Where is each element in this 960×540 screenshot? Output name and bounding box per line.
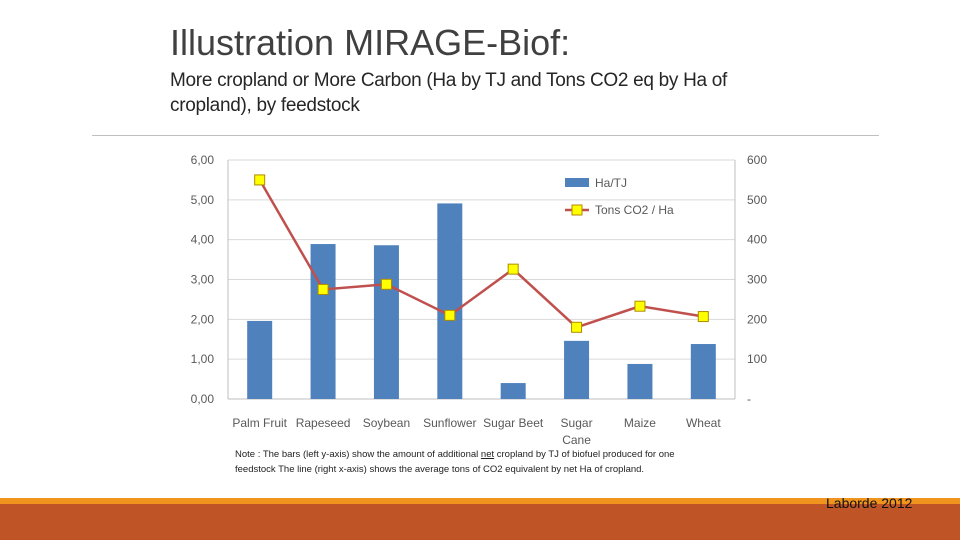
bar-ha-tj — [500, 383, 526, 399]
right-axis-tick-label: - — [747, 392, 751, 406]
line-point-marker — [380, 278, 392, 290]
bar-ha-tj — [437, 203, 463, 399]
line-point-marker — [507, 263, 519, 275]
attribution: Laborde 2012 — [826, 495, 913, 511]
legend-marker-swatch — [571, 204, 583, 216]
left-axis-tick-label: 5,00 — [191, 193, 215, 207]
category-label: Maize — [624, 416, 656, 430]
bar-ha-tj — [627, 363, 653, 399]
category-label: Soybean — [363, 416, 410, 430]
right-axis-tick-label: 600 — [747, 153, 767, 167]
note-text-end: cropland by TJ of biofuel produced for o… — [235, 449, 675, 475]
category-label: Sugar Beet — [483, 416, 544, 430]
footer-accent-bar — [0, 498, 960, 504]
category-label: Palm Fruit — [232, 416, 287, 430]
category-label: Sunflower — [423, 416, 476, 430]
line-point-marker — [571, 321, 583, 333]
line-point-marker — [317, 283, 329, 295]
bar-ha-tj — [310, 244, 336, 399]
bar-ha-tj — [690, 344, 716, 399]
line-point-marker — [254, 174, 266, 186]
category-label: Cane — [562, 433, 591, 447]
line-point-marker — [634, 300, 646, 312]
title-divider — [92, 135, 879, 136]
category-label: Rapeseed — [296, 416, 351, 430]
right-axis-tick-label: 500 — [747, 193, 767, 207]
right-axis-tick-label: 400 — [747, 233, 767, 247]
bar-ha-tj — [247, 320, 273, 399]
right-axis-tick-label: 300 — [747, 273, 767, 287]
note-underlined-word: net — [480, 449, 495, 460]
legend-bar-swatch — [565, 178, 589, 187]
left-axis-tick-label: 6,00 — [191, 153, 215, 167]
left-axis-tick-label: 1,00 — [191, 352, 215, 366]
chart-note: Note : The bars (left y-axis) show the a… — [235, 448, 715, 477]
line-point-marker — [444, 309, 456, 321]
line-point-marker — [697, 311, 709, 323]
slide-title: Illustration MIRAGE-Biof: — [170, 22, 571, 63]
legend-label-ha-tj: Ha/TJ — [595, 176, 627, 190]
left-axis-tick-label: 3,00 — [191, 273, 215, 287]
right-axis-tick-label: 100 — [747, 352, 767, 366]
note-text-start: Note : The bars (left y-axis) show the a… — [235, 449, 481, 460]
bar-ha-tj — [564, 340, 590, 399]
feedstock-chart: 0,00 - 1,00 100 2,00 200 3,00 300 4,00 400 5,00 500… — [191, 153, 768, 447]
bar-ha-tj — [373, 245, 399, 399]
footer-band — [0, 504, 960, 540]
right-axis-tick-label: 200 — [747, 312, 767, 326]
legend-label-tons-co2: Tons CO2 / Ha — [595, 203, 674, 217]
slide-subtitle: More cropland or More Carbon (Ha by TJ a… — [170, 70, 728, 116]
left-axis-tick-label: 4,00 — [191, 233, 215, 247]
left-axis-tick-label: 0,00 — [191, 392, 215, 406]
line-tons-co2-ha — [258, 179, 704, 329]
left-axis-tick-label: 2,00 — [191, 312, 215, 326]
category-label: Wheat — [686, 416, 721, 430]
category-label: Sugar — [561, 416, 593, 430]
